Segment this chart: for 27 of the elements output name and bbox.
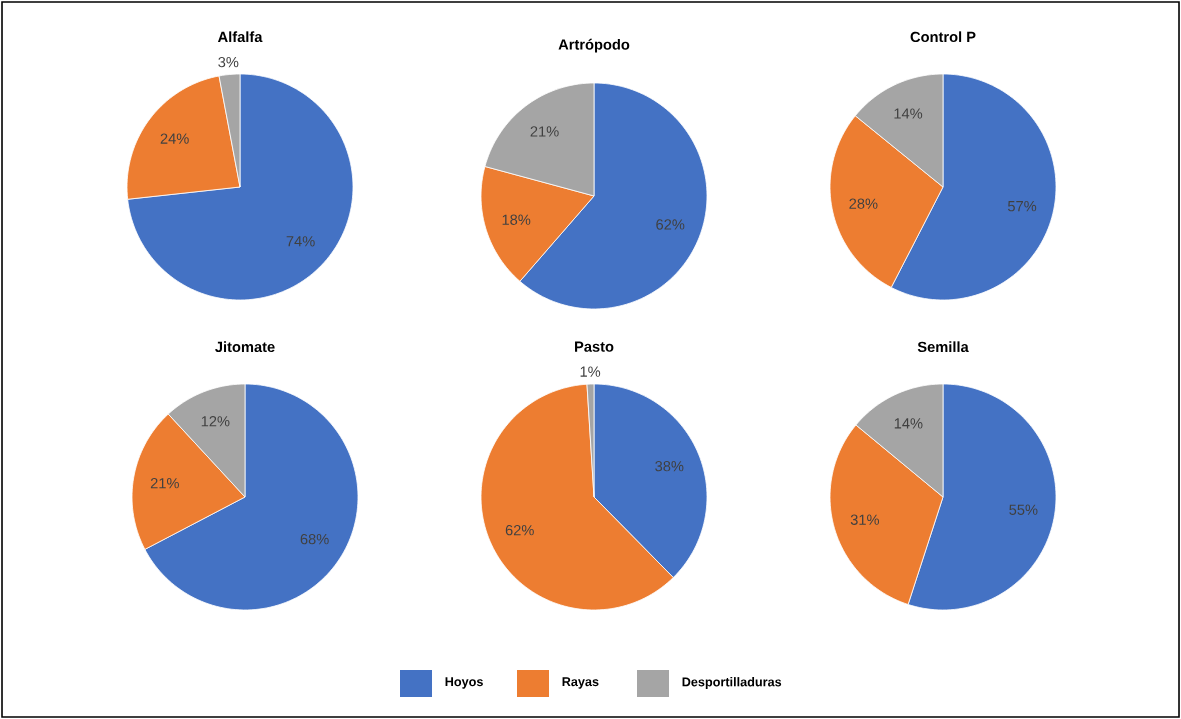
chart-title: Pasto [575, 341, 614, 352]
data-label: 1% [580, 366, 601, 377]
data-label: 38% [655, 460, 684, 472]
data-label: 18% [502, 214, 531, 225]
data-label: 28% [849, 198, 878, 209]
data-label: 3% [218, 56, 239, 68]
data-label: 68% [300, 533, 329, 545]
chart-title: Artrópodo [558, 38, 630, 53]
data-label: 24% [160, 133, 189, 144]
data-label: 14% [894, 108, 923, 119]
legend-label: Hoyos [445, 677, 483, 689]
legend-label: Desportilladuras [682, 677, 782, 689]
data-label: 14% [894, 418, 923, 429]
legend-label: Rayas [562, 677, 599, 689]
data-label: 62% [656, 219, 685, 230]
data-label: 21% [150, 478, 179, 489]
chart-title: Alfalfa [217, 31, 263, 43]
chart-title: Control P [910, 31, 976, 43]
chart-title: Jitomate [215, 341, 275, 353]
chart-title: Semilla [917, 341, 969, 353]
data-label: 57% [1007, 201, 1037, 212]
data-label: 74% [286, 236, 315, 247]
data-label: 62% [505, 524, 534, 536]
data-label: 12% [201, 416, 230, 427]
data-label: 21% [530, 126, 559, 137]
data-label: 55% [1009, 504, 1038, 515]
data-label: 31% [850, 514, 880, 525]
